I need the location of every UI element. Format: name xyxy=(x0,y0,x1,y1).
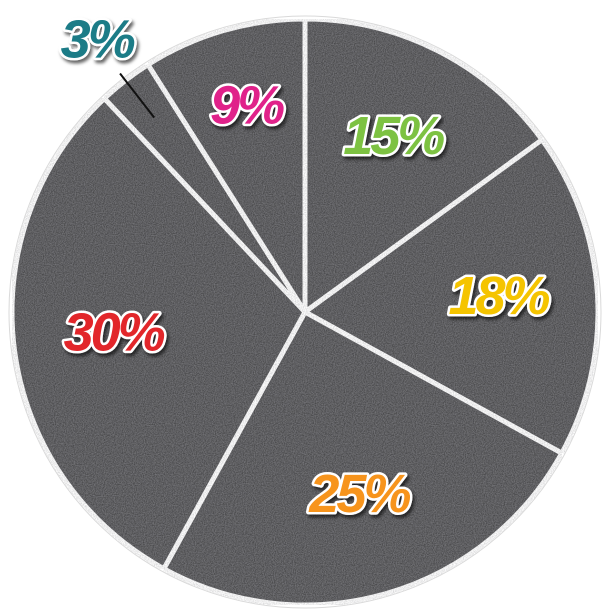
data-label: 3% xyxy=(61,10,135,70)
data-label: 30% xyxy=(64,303,165,363)
slice xyxy=(302,137,601,456)
slice xyxy=(161,309,565,608)
slice xyxy=(145,16,308,315)
data-label: 15% xyxy=(343,106,444,166)
slice xyxy=(9,95,308,572)
slice xyxy=(302,16,545,315)
data-label: 9% xyxy=(210,76,284,136)
labels: 15% 18% 25% 30% 3% 9% xyxy=(58,7,555,526)
pie xyxy=(8,15,602,609)
data-label: 18% xyxy=(448,266,549,326)
leader-line xyxy=(119,72,155,119)
data-label: 25% xyxy=(308,464,410,524)
